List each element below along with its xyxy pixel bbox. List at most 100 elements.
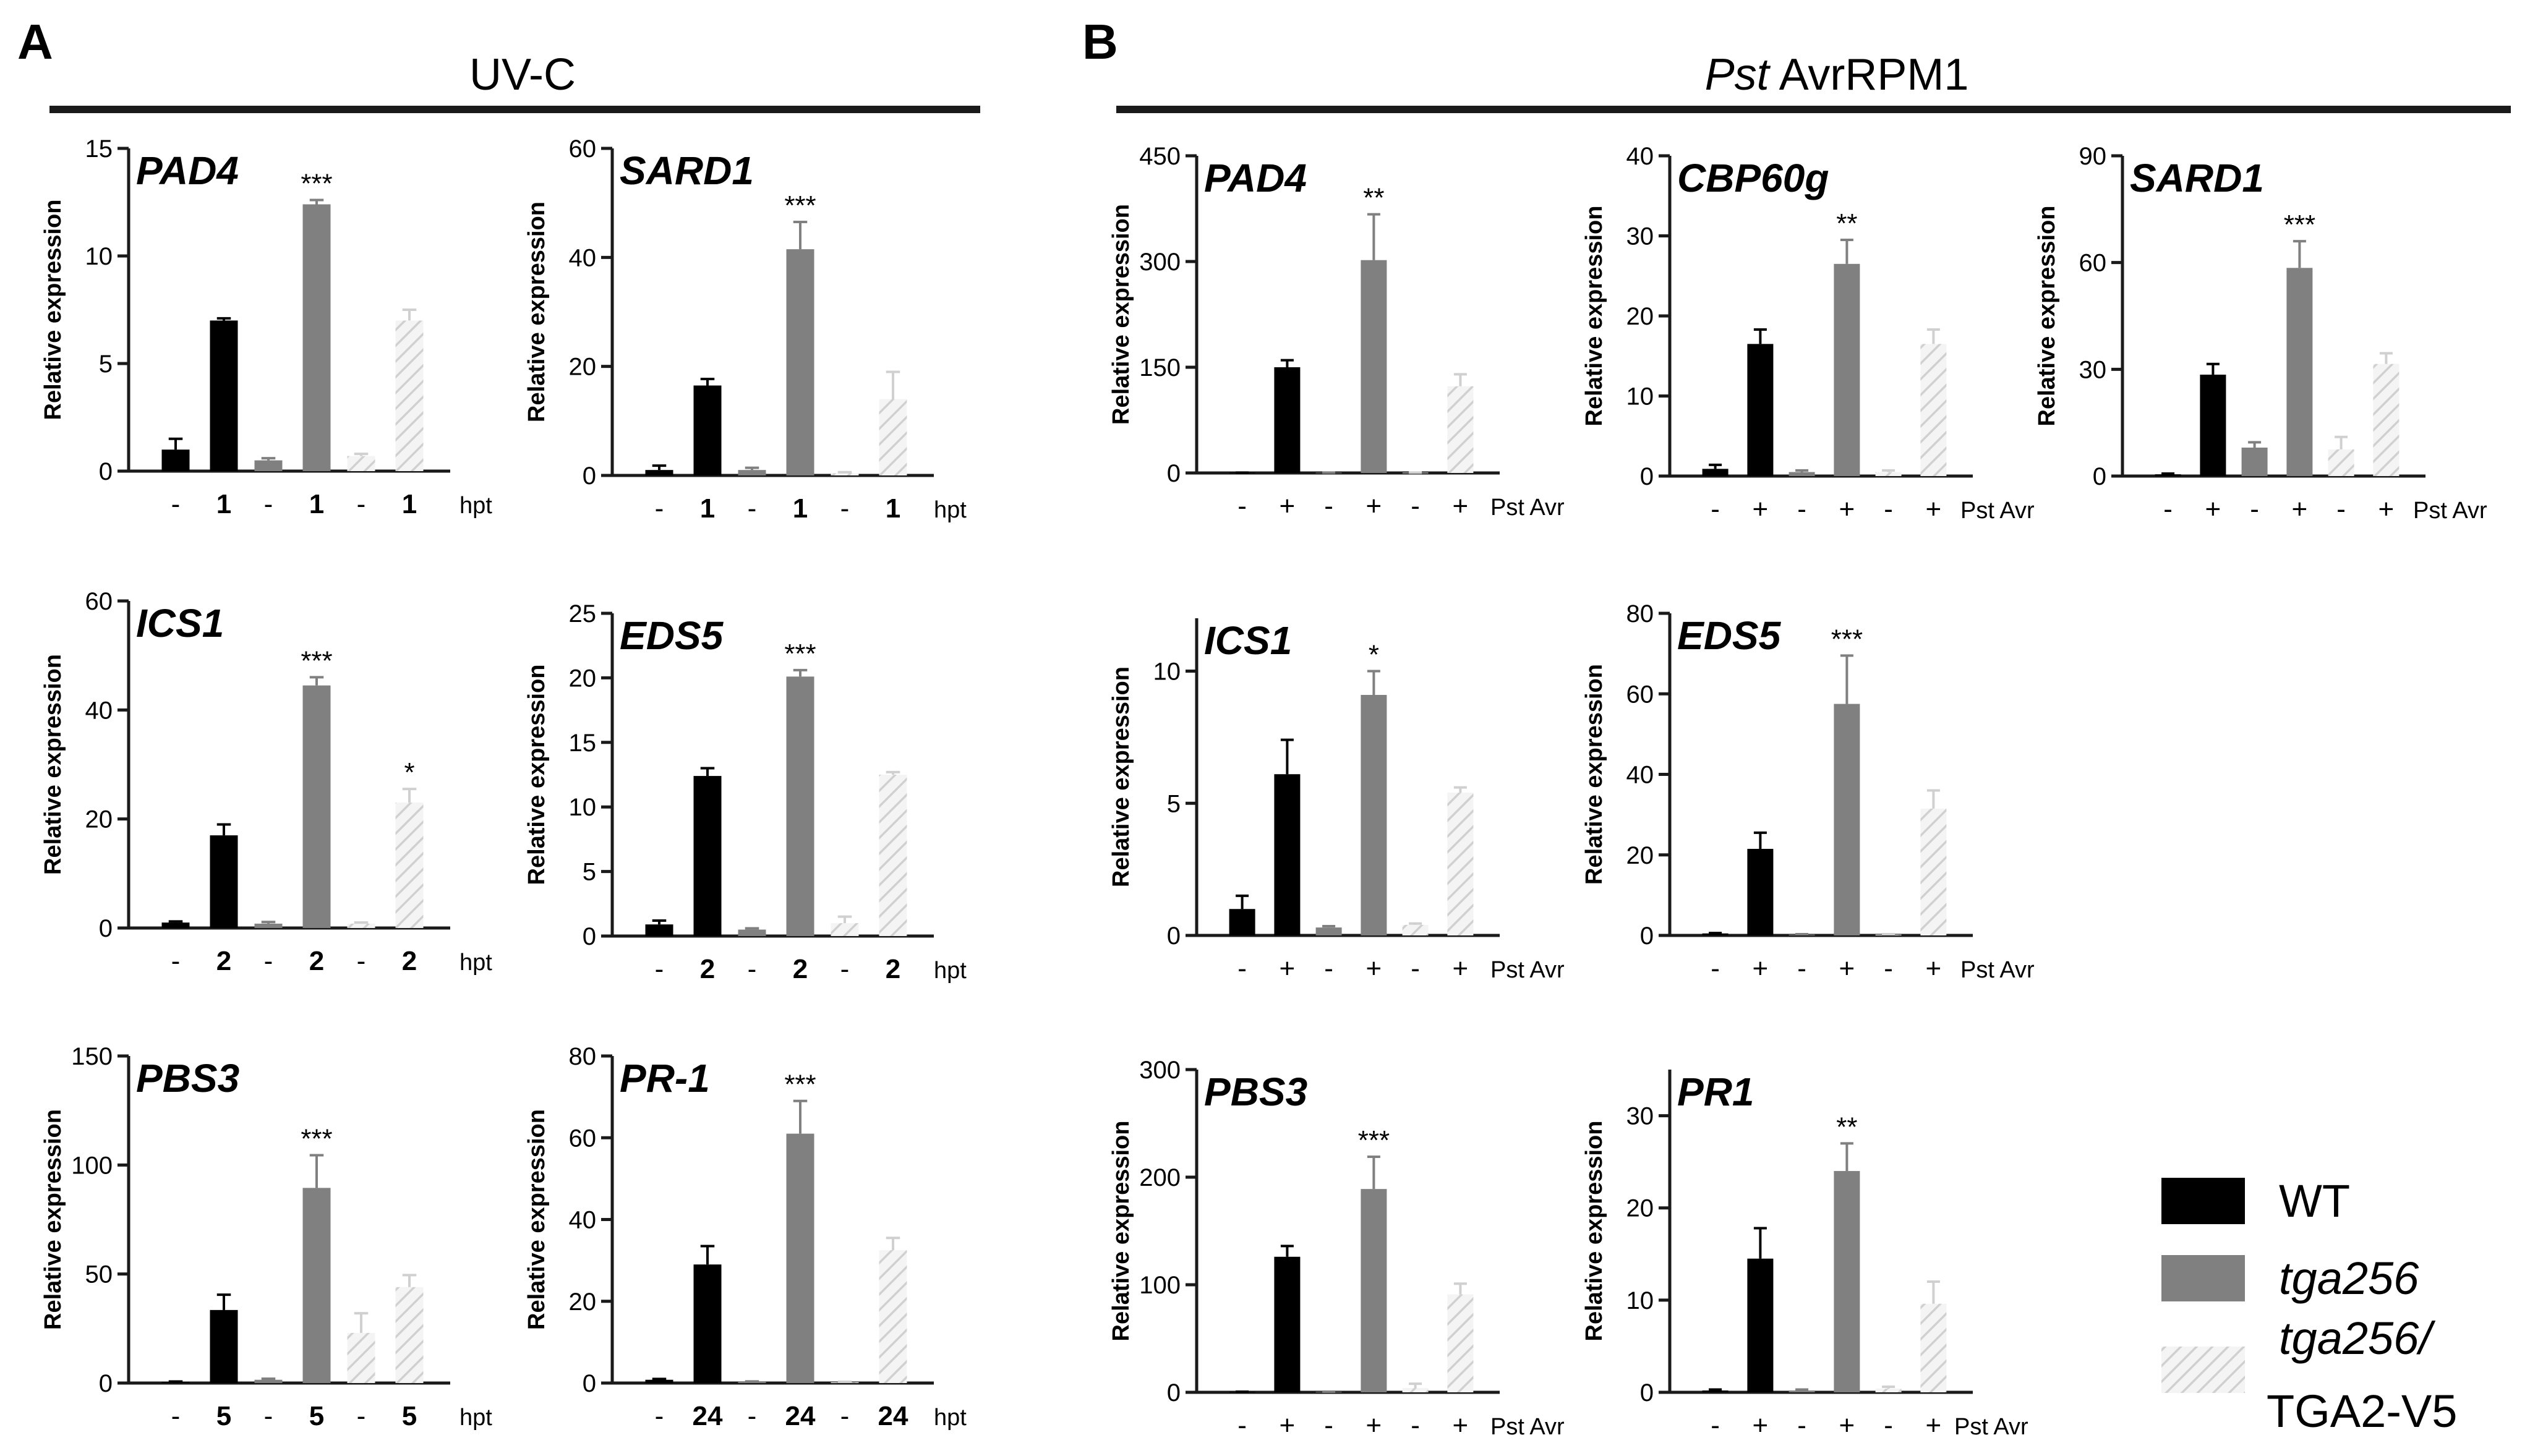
significance-label: ***	[301, 169, 332, 199]
bar-wt-treated	[2200, 374, 2226, 476]
y-tick-label: 80	[1626, 600, 1654, 628]
x-tick-label: -	[1324, 491, 1333, 521]
x-tick-label: 2	[700, 954, 715, 984]
bar-wt-mock	[161, 449, 190, 471]
y-tick-label: 0	[2093, 463, 2106, 490]
x-tick-label: +	[1280, 953, 1296, 984]
x-tick-label: -	[1324, 1410, 1333, 1441]
x-tick-label: 2	[216, 946, 231, 976]
x-unit-label: hpt	[459, 950, 492, 976]
y-tick-label: 0	[583, 462, 596, 490]
bar-wt-treated	[693, 385, 722, 475]
bar-complemented-treated	[1920, 1303, 1947, 1392]
bar-complemented-mock	[347, 1332, 375, 1383]
bar-complemented-treated	[395, 320, 424, 471]
bar-complemented-treated	[879, 1250, 907, 1383]
y-tick-label: 100	[1139, 1272, 1181, 1299]
x-tick-label: -	[1711, 953, 1720, 984]
y-tick-label: 450	[1139, 143, 1181, 170]
y-tick-label: 0	[583, 923, 596, 950]
y-tick-label: 90	[2079, 143, 2107, 170]
gene-title: CBP60g	[1677, 156, 1829, 200]
bar-complemented-treated	[395, 1287, 424, 1383]
significance-label: *	[1369, 640, 1379, 670]
bar-complemented-treated	[879, 775, 907, 936]
x-tick-label: +	[1753, 494, 1769, 524]
x-tick-label: 1	[309, 489, 324, 519]
y-tick-label: 60	[85, 588, 113, 615]
x-tick-label: 1	[886, 493, 900, 524]
significance-label: ***	[784, 639, 816, 669]
significance-label: ***	[301, 645, 332, 676]
bar-tga256-mock	[254, 923, 283, 928]
bar-complemented-mock	[347, 923, 375, 928]
y-tick-label: 30	[1626, 1103, 1654, 1130]
y-tick-label: 30	[1626, 223, 1654, 250]
significance-label: **	[1363, 183, 1384, 213]
x-tick-label: -	[1411, 491, 1420, 521]
x-tick-label: +	[1453, 491, 1469, 521]
bar-wt-treated	[1747, 344, 1774, 476]
bar-wt-treated	[693, 1264, 722, 1383]
y-tick-label: 10	[569, 794, 597, 821]
x-tick-label: +	[1926, 953, 1942, 984]
y-tick-label: 300	[1139, 249, 1181, 276]
bar-tga256-treated	[1361, 260, 1387, 473]
x-tick-label: +	[1453, 953, 1469, 984]
y-axis-label: Relative expression	[40, 654, 66, 875]
x-tick-label: -	[1237, 953, 1247, 984]
y-tick-label: 0	[99, 915, 113, 942]
y-axis-label: Relative expression	[1581, 1121, 1607, 1342]
significance-label: ***	[1358, 1125, 1390, 1156]
x-tick-label: -	[264, 489, 273, 519]
chart-a1-pad4: 0 5 10 15 Relative expression PAD4 - 1 - 1 - 1 hpt **…	[40, 135, 492, 519]
significance-label: ***	[301, 1123, 332, 1154]
legend-swatch-tga256	[2161, 1255, 2245, 1301]
bar-complemented-treated	[1920, 808, 1947, 935]
x-tick-label: -	[357, 1401, 366, 1431]
x-tick-label: 1	[402, 489, 417, 519]
bar-wt-mock	[645, 470, 673, 475]
y-tick-label: 20	[1626, 1195, 1654, 1222]
bar-tga256-mock	[1789, 1390, 1815, 1392]
bar-tga256-mock	[1315, 927, 1342, 935]
x-tick-label: -	[2250, 494, 2259, 524]
y-tick-label: 40	[569, 1207, 597, 1234]
bar-complemented-treated	[1447, 386, 1474, 473]
x-unit-label: Pst Avr	[2413, 498, 2487, 524]
gene-title: PBS3	[1204, 1070, 1307, 1114]
gene-title: EDS5	[1677, 613, 1782, 658]
x-tick-label: -	[1411, 953, 1420, 984]
bar-complemented-mock	[2328, 449, 2354, 476]
significance-label: ***	[1831, 624, 1863, 654]
bar-complemented-mock	[1402, 1388, 1429, 1392]
y-axis-label: Relative expression	[40, 200, 66, 420]
x-tick-label: +	[1839, 494, 1855, 524]
significance-label: ***	[784, 1070, 816, 1100]
x-tick-label: -	[1324, 953, 1333, 984]
y-tick-label: 80	[569, 1043, 597, 1070]
panel-a-header: A UV-C	[17, 14, 980, 113]
y-tick-label: 40	[569, 244, 597, 271]
y-tick-label: 200	[1139, 1164, 1181, 1191]
x-unit-label: hpt	[934, 958, 967, 984]
x-unit-label: hpt	[459, 1405, 492, 1431]
panel-b-title-italic: Pst	[1705, 50, 1771, 100]
bar-tga256-treated	[2286, 268, 2313, 476]
y-axis-label: Relative expression	[1581, 206, 1607, 427]
x-tick-label: 2	[886, 954, 900, 984]
y-tick-label: 0	[1640, 1379, 1654, 1407]
x-unit-label: Pst Avr	[1490, 1414, 1565, 1440]
y-tick-label: 0	[1167, 460, 1181, 487]
panel-b-header: B Pst AvrRPM1	[1082, 14, 2511, 113]
x-tick-label: 1	[216, 489, 231, 519]
x-unit-label: Pst Avr	[1954, 1414, 2028, 1440]
x-tick-label: -	[171, 1401, 181, 1431]
bar-tga256-treated	[786, 1133, 814, 1383]
y-axis-label: Relative expression	[1581, 664, 1607, 885]
x-tick-label: +	[1839, 953, 1855, 984]
bar-complemented-mock	[831, 473, 859, 475]
x-tick-label: +	[1366, 491, 1382, 521]
